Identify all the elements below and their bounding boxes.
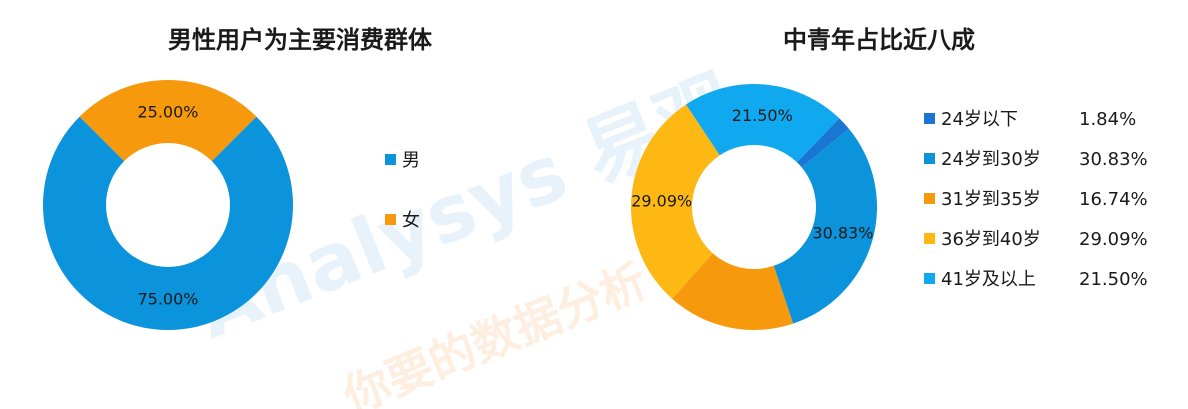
slice-2 <box>672 253 794 330</box>
legend-value: 29.09% <box>1079 229 1148 250</box>
chart-title: 中青年占比近八成 <box>783 26 975 54</box>
legend-swatch <box>385 154 396 165</box>
slice-0 <box>42 116 293 330</box>
legend-label: 31岁到35岁 <box>941 189 1041 210</box>
legend-label: 41岁及以上 <box>941 269 1036 290</box>
legend-swatch <box>385 214 396 225</box>
age-donut: 30.83% 29.09% 21.50% 24岁以下 1.84% 24岁到30岁 30.83… <box>631 84 1148 330</box>
legend-label: 女 <box>402 210 420 231</box>
gender-chart: 男性用户为主要消费群体 75.00% 25.00% 男女 <box>42 26 432 330</box>
slice-label: 21.50% <box>732 106 793 125</box>
legend-label: 24岁到30岁 <box>941 149 1041 170</box>
slice-label: 75.00% <box>137 290 198 309</box>
legend-swatch <box>924 273 935 284</box>
legend-value: 1.84% <box>1079 109 1136 130</box>
slice-label: 29.09% <box>631 191 692 210</box>
chart-title: 男性用户为主要消费群体 <box>168 26 432 54</box>
slice-label: 25.00% <box>137 103 198 122</box>
legend-swatch <box>924 153 935 164</box>
slice-0 <box>796 118 849 168</box>
legend-swatch <box>924 193 935 204</box>
legend-swatch <box>924 233 935 244</box>
legend-label: 男 <box>402 150 420 171</box>
slice-1 <box>773 128 877 324</box>
slice-4 <box>686 84 840 163</box>
legend-value: 30.83% <box>1079 149 1148 170</box>
gender-donut: 75.00% 25.00% 男女 <box>42 80 420 330</box>
slice-3 <box>631 104 720 299</box>
legend-swatch <box>924 113 935 124</box>
legend-label: 24岁以下 <box>941 109 1018 130</box>
legend-value: 21.50% <box>1079 269 1148 290</box>
slice-1 <box>79 80 257 162</box>
age-chart: 中青年占比近八成 30.83% 29.09% 21.50% 24岁以下 1.84% 24岁… <box>594 0 1188 409</box>
slice-label: 30.83% <box>812 223 873 242</box>
legend-value: 16.74% <box>1079 189 1148 210</box>
legend-label: 36岁到40岁 <box>941 229 1041 250</box>
